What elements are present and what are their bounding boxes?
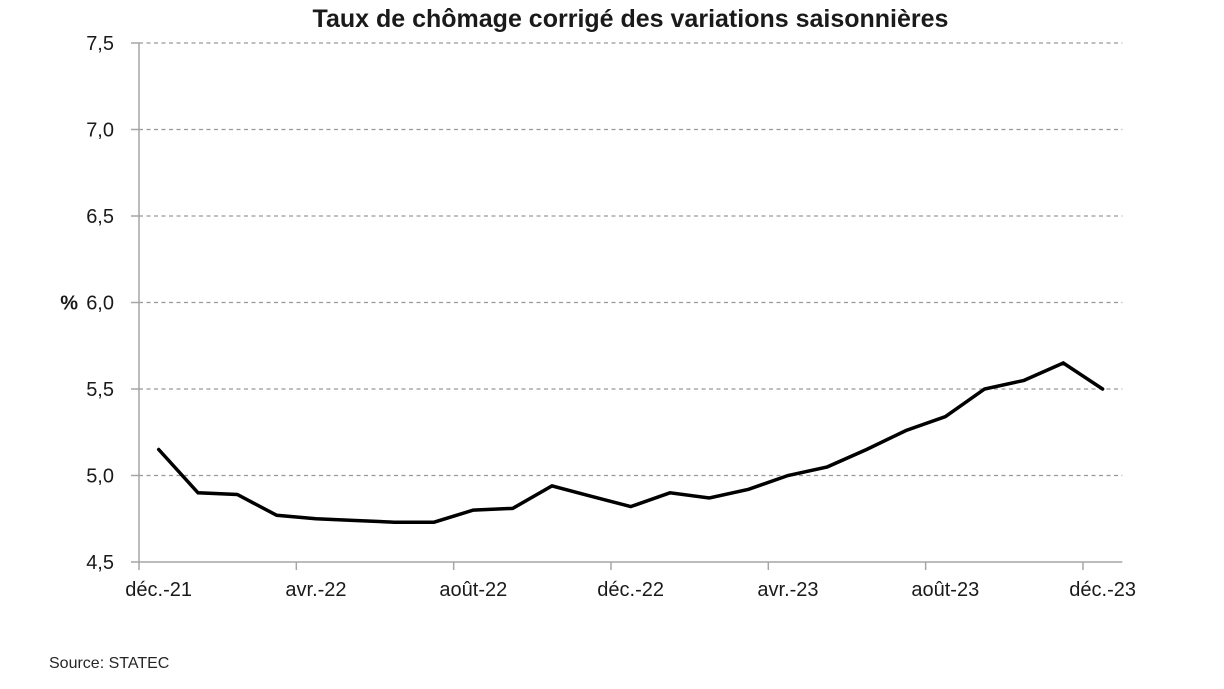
source-note: Source: STATEC (49, 655, 170, 672)
x-tick-label: avr.-22 (285, 579, 346, 601)
x-tick-label: déc.-21 (125, 579, 192, 601)
x-tick-label: août-23 (911, 579, 979, 601)
y-tick-label: 7,0 (86, 120, 114, 142)
y-tick-label: 5,5 (86, 379, 114, 401)
y-axis-unit-label: % (60, 293, 78, 315)
x-tick-label: avr.-23 (757, 579, 818, 601)
x-tick-label: déc.-23 (1069, 579, 1136, 601)
y-tick-label: 6,0 (86, 293, 114, 315)
x-tick-label: août-22 (439, 579, 507, 601)
y-tick-label: 5,0 (86, 466, 114, 488)
unemployment-rate-line (156, 361, 1105, 524)
x-tick-label: déc.-22 (597, 579, 664, 601)
y-tick-label: 4,5 (86, 552, 114, 574)
chart-title: Taux de chômage corrigé des variations s… (312, 5, 949, 33)
y-tick-label: 7,5 (86, 33, 114, 55)
y-tick-label: 6,5 (86, 206, 114, 228)
